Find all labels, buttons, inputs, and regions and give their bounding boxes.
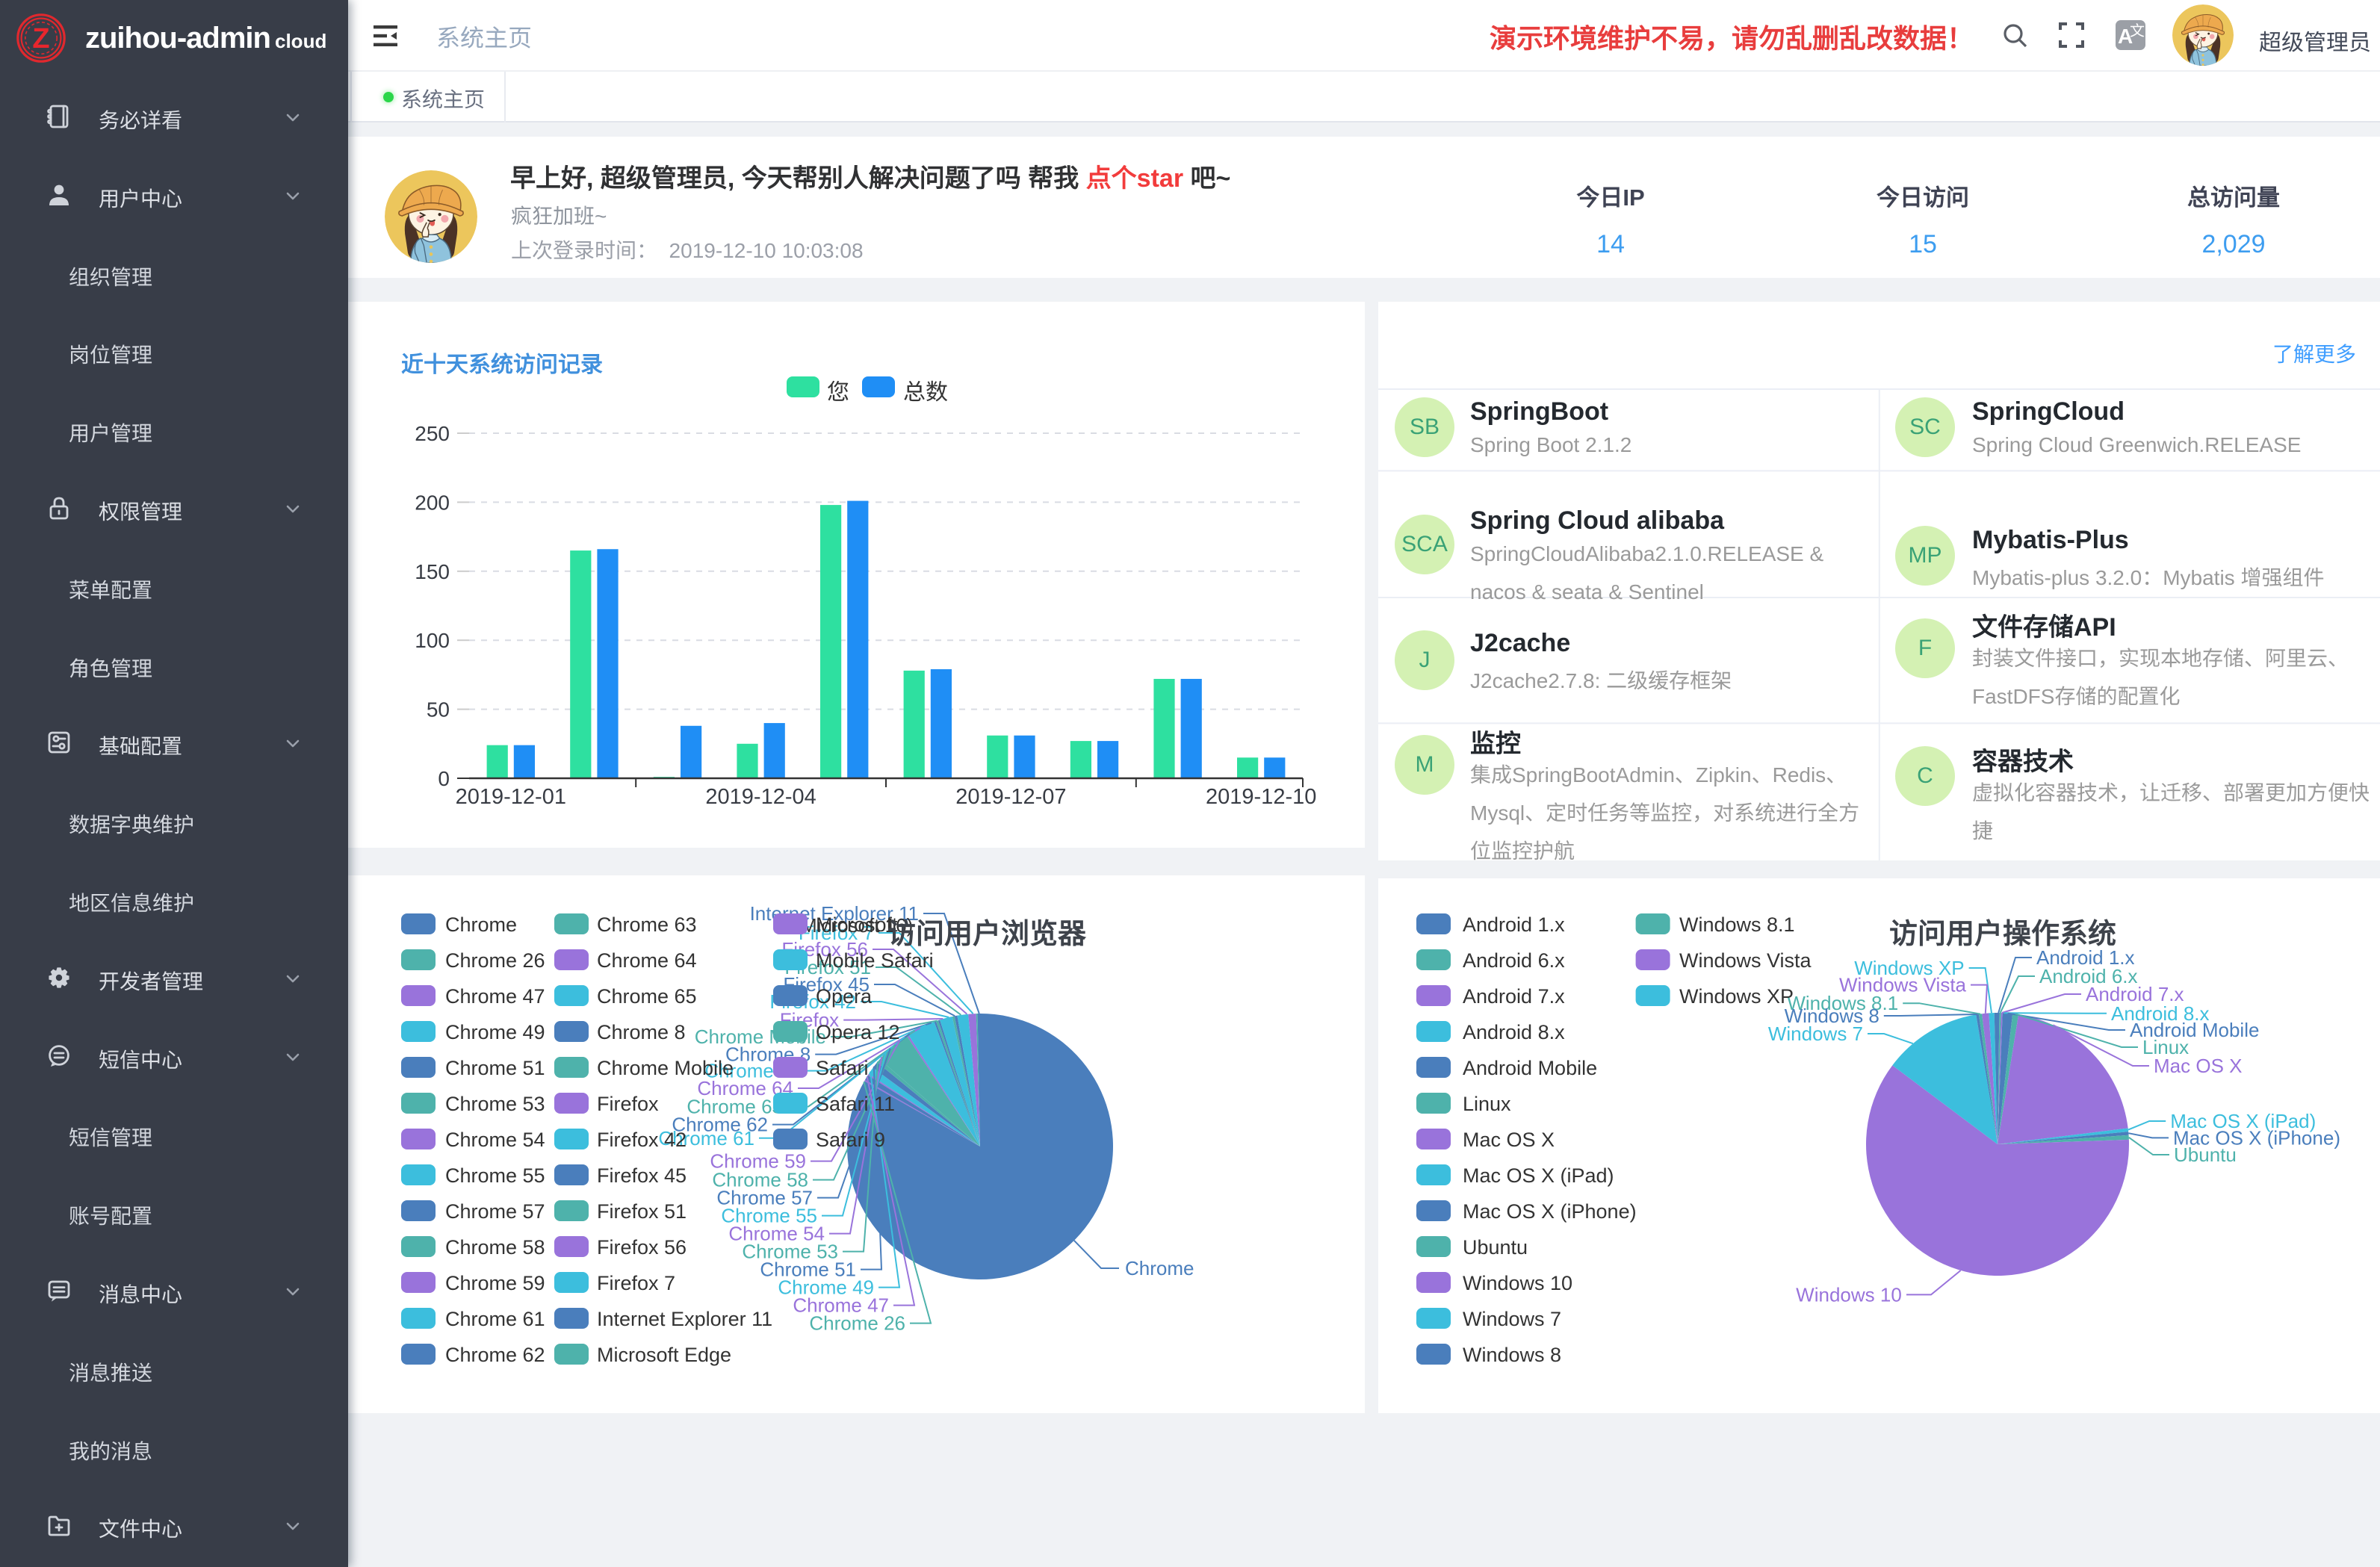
svg-text:Chrome 49: Chrome 49 (445, 1021, 545, 1043)
svg-text:Chrome 58: Chrome 58 (712, 1169, 808, 1191)
svg-text:Firefox 7: Firefox 7 (799, 922, 874, 944)
svg-text:Chrome 51: Chrome 51 (445, 1057, 545, 1079)
svg-text:Firefox: Firefox (597, 1093, 659, 1115)
svg-text:Opera: Opera (816, 985, 873, 1008)
svg-text:Windows Vista: Windows Vista (1679, 949, 1812, 972)
svg-text:Windows 8: Windows 8 (1785, 1005, 1879, 1027)
svg-text:Android Mobile: Android Mobile (1463, 1057, 1597, 1079)
svg-text:Windows 8: Windows 8 (1463, 1344, 1561, 1366)
svg-text:Windows XP: Windows XP (1854, 957, 1964, 979)
svg-text:Chrome 58: Chrome 58 (445, 1236, 545, 1259)
svg-text:Android 7.x: Android 7.x (2086, 983, 2184, 1005)
svg-text:Android Mobile: Android Mobile (2130, 1019, 2259, 1041)
svg-text:Windows XP: Windows XP (1679, 985, 1794, 1008)
svg-text:Chrome 47: Chrome 47 (793, 1294, 889, 1317)
svg-text:Chrome 26: Chrome 26 (445, 949, 545, 972)
svg-text:0: 0 (438, 767, 450, 790)
svg-text:Chrome 59: Chrome 59 (445, 1272, 545, 1294)
svg-text:Chrome 53: Chrome 53 (445, 1093, 545, 1115)
svg-text:Z: Z (32, 23, 49, 55)
svg-text:Chrome 55: Chrome 55 (445, 1164, 545, 1187)
svg-text:Chrome: Chrome (445, 913, 517, 936)
svg-text:Chrome: Chrome (1125, 1257, 1194, 1279)
svg-text:Chrome 63: Chrome 63 (597, 913, 697, 936)
svg-text:Chrome 65: Chrome 65 (597, 985, 697, 1008)
svg-text:Mac OS X: Mac OS X (2154, 1055, 2242, 1077)
svg-text:Chrome 8: Chrome 8 (597, 1021, 686, 1043)
svg-text:2019-12-04: 2019-12-04 (705, 785, 816, 809)
svg-text:Windows 10: Windows 10 (1796, 1283, 1902, 1306)
svg-text:Android 7.x: Android 7.x (1463, 985, 1565, 1008)
svg-text:2019-12-01: 2019-12-01 (456, 785, 566, 809)
svg-text:Firefox 7: Firefox 7 (597, 1272, 675, 1294)
svg-text:Safari 11: Safari 11 (816, 1093, 895, 1115)
svg-text:Chrome 26: Chrome 26 (809, 1312, 905, 1335)
svg-text:Android 6.x: Android 6.x (2039, 965, 2138, 987)
svg-text:Firefox 56: Firefox 56 (597, 1236, 687, 1259)
svg-text:200: 200 (415, 491, 450, 514)
svg-text:Safari: Safari (816, 1057, 869, 1079)
svg-text:Chrome 59: Chrome 59 (710, 1150, 806, 1173)
svg-text:Chrome 47: Chrome 47 (445, 985, 545, 1008)
svg-text:150: 150 (415, 560, 450, 583)
svg-text:Mac OS X (iPad): Mac OS X (iPad) (2170, 1110, 2316, 1132)
svg-text:Linux: Linux (2142, 1036, 2189, 1058)
svg-text:Linux: Linux (1463, 1093, 1511, 1115)
svg-text:Windows 7: Windows 7 (1463, 1308, 1561, 1330)
svg-text:Android 8.x: Android 8.x (2111, 1002, 2210, 1025)
svg-text:250: 250 (415, 422, 450, 445)
svg-text:Windows Vista: Windows Vista (1839, 974, 1967, 996)
svg-text:Chrome 57: Chrome 57 (716, 1187, 813, 1209)
svg-text:Windows 10: Windows 10 (1463, 1272, 1572, 1294)
svg-text:Windows 8.1: Windows 8.1 (1679, 913, 1795, 936)
svg-text:Windows 7: Windows 7 (1768, 1023, 1863, 1045)
svg-text:Chrome 51: Chrome 51 (760, 1259, 856, 1281)
svg-text:Chrome 61: Chrome 61 (658, 1127, 754, 1149)
svg-text:Chrome Mobile: Chrome Mobile (597, 1057, 734, 1079)
svg-text:Android 8.x: Android 8.x (1463, 1021, 1565, 1043)
svg-text:Mobile Safari: Mobile Safari (816, 949, 934, 972)
svg-text:Ubuntu: Ubuntu (2174, 1144, 2237, 1166)
svg-text:Android 1.x: Android 1.x (1463, 913, 1565, 936)
svg-text:Chrome 62: Chrome 62 (445, 1344, 545, 1366)
svg-text:Chrome 54: Chrome 54 (728, 1223, 825, 1245)
svg-text:Chrome 61: Chrome 61 (445, 1308, 545, 1330)
svg-text:2019-12-10: 2019-12-10 (1206, 785, 1316, 809)
svg-text:Android 1.x: Android 1.x (2036, 946, 2135, 969)
svg-text:Mac OS X (iPhone): Mac OS X (iPhone) (1463, 1200, 1637, 1223)
svg-text:Windows 8.1: Windows 8.1 (1787, 992, 1898, 1014)
svg-text:Firefox 42: Firefox 42 (597, 1129, 687, 1151)
svg-text:Mac OS X (iPad): Mac OS X (iPad) (1463, 1164, 1614, 1187)
svg-text:Chrome 49: Chrome 49 (778, 1276, 874, 1299)
svg-text:Microsoft: Microsoft (816, 913, 898, 936)
svg-text:50: 50 (427, 698, 450, 722)
svg-text:Firefox 51: Firefox 51 (597, 1200, 687, 1223)
svg-text:Mac OS X (iPhone): Mac OS X (iPhone) (2173, 1126, 2340, 1149)
svg-text:Chrome 54: Chrome 54 (445, 1129, 545, 1151)
svg-text:Chrome 55: Chrome 55 (721, 1205, 817, 1227)
svg-text:Microsoft 16): Microsoft 16) (801, 914, 913, 937)
svg-text:Chrome 57: Chrome 57 (445, 1200, 545, 1223)
svg-text:Opera 12: Opera 12 (816, 1021, 900, 1043)
svg-text:Firefox 45: Firefox 45 (597, 1164, 687, 1187)
svg-text:Mac OS X: Mac OS X (1463, 1129, 1555, 1151)
svg-text:Ubuntu: Ubuntu (1463, 1236, 1528, 1259)
svg-text:2019-12-07: 2019-12-07 (955, 785, 1066, 809)
svg-text:Chrome 64: Chrome 64 (597, 949, 697, 972)
svg-text:Chrome 63: Chrome 63 (687, 1096, 783, 1118)
svg-text:100: 100 (415, 629, 450, 652)
svg-text:Chrome 53: Chrome 53 (742, 1241, 838, 1263)
svg-text:Safari 9: Safari 9 (816, 1129, 885, 1151)
svg-text:Internet Explorer 11: Internet Explorer 11 (597, 1308, 772, 1330)
svg-text:Chrome 62: Chrome 62 (672, 1114, 768, 1136)
svg-text:Android 6.x: Android 6.x (1463, 949, 1565, 972)
svg-text:Microsoft Edge: Microsoft Edge (597, 1344, 731, 1366)
